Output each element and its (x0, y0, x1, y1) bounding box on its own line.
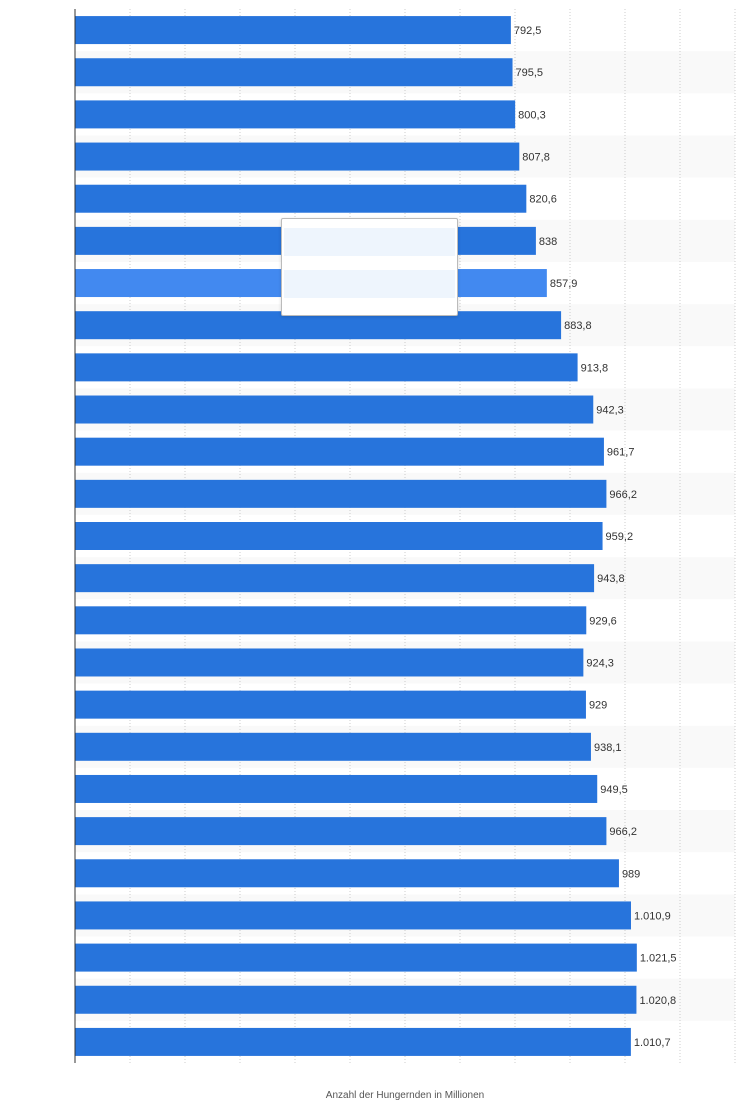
bar (75, 58, 513, 87)
value-label: 807,8 (522, 152, 550, 164)
bar (75, 817, 607, 846)
value-label: 883,8 (564, 320, 592, 332)
value-label: 792,5 (514, 25, 542, 37)
bar (75, 985, 637, 1014)
value-label: 838 (539, 236, 557, 248)
bar (75, 479, 607, 508)
value-label: 943,8 (597, 573, 625, 585)
bar (75, 690, 586, 719)
value-label: 857,9 (550, 278, 578, 290)
value-label: 989 (622, 868, 640, 880)
value-label: 800,3 (518, 109, 546, 121)
value-label: 820,6 (529, 194, 557, 206)
value-label: 1.021,5 (640, 953, 677, 965)
bar (75, 901, 631, 930)
bar (75, 437, 604, 466)
x-axis-title: Anzahl der Hungernden in Millionen (325, 1090, 485, 1101)
bar (75, 648, 584, 677)
bar (75, 774, 598, 803)
tooltip-row (284, 228, 455, 256)
bars (75, 16, 637, 1056)
tooltip-row (284, 270, 455, 298)
bar (75, 564, 595, 593)
bar (75, 16, 511, 45)
value-label: 959,2 (606, 531, 634, 543)
bar (75, 522, 603, 550)
value-label: 949,5 (600, 784, 628, 796)
value-label: 961,7 (607, 447, 635, 459)
value-label: 942,3 (596, 405, 624, 417)
bar (75, 943, 637, 972)
value-label: 1.020,8 (639, 995, 676, 1007)
bar (75, 732, 591, 761)
value-label: 1.010,9 (634, 910, 671, 922)
value-label: 1.010,7 (634, 1037, 671, 1049)
bar (75, 395, 594, 424)
value-label: 966,2 (609, 826, 637, 838)
bar (75, 142, 520, 171)
value-label: 913,8 (581, 362, 609, 374)
tooltip-box (281, 218, 458, 316)
bar (75, 859, 619, 888)
bar (75, 100, 516, 129)
bar (75, 184, 527, 213)
value-label: 795,5 (516, 67, 544, 79)
bar (75, 606, 587, 635)
value-labels: 792,5 795,5 800,3 807,8 820,6 838 857,9 883,8 91… (514, 25, 677, 1049)
value-label: 924,3 (586, 657, 614, 669)
value-label: 966,2 (609, 489, 637, 501)
bar (75, 1027, 631, 1056)
value-label: 929,6 (589, 615, 617, 627)
bar (75, 353, 578, 382)
value-label: 938,1 (594, 742, 622, 754)
value-label: 929 (589, 700, 607, 712)
